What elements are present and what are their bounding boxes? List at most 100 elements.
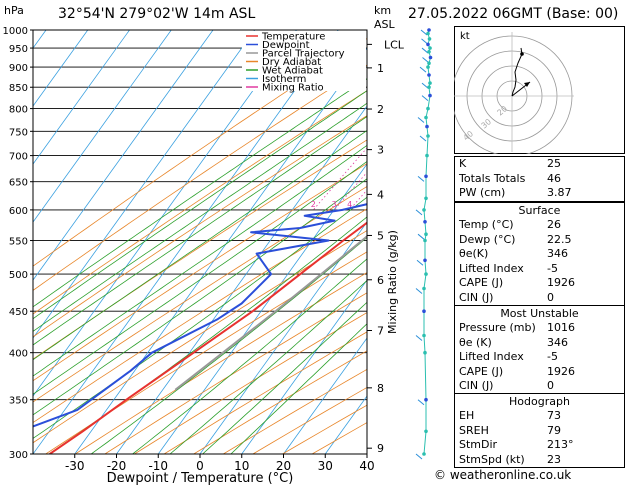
surface-row: Lifted Index -5 [455, 262, 624, 277]
wind-marker [427, 28, 431, 32]
location-title: 32°54'N 279°02'W 14m ASL [58, 6, 256, 22]
unstable-value: -5 [547, 350, 558, 363]
hodograph-endpoint [520, 52, 524, 56]
x-axis-label: Dewpoint / Temperature (°C) [107, 471, 294, 486]
pressure-tick-label: 550 [9, 237, 28, 248]
wet-adiabat-line [33, 115, 367, 346]
wet-adiabat-line [169, 280, 367, 454]
index-key: Totals Totals [459, 171, 526, 185]
surface-value: 1926 [547, 276, 575, 289]
legend-label: Dry Adiabat [262, 57, 321, 68]
temperature-tick-label: -20 [107, 459, 127, 473]
surface-title: Surface [518, 204, 561, 217]
parcel-trajectory-line [174, 235, 367, 391]
wind-marker [427, 85, 431, 89]
surface-value: -5 [547, 261, 558, 275]
wet-adiabat-line [48, 216, 367, 454]
index-row: K 25 [455, 157, 624, 172]
most-unstable-table: Most Unstable Pressure (mb) 1016 θe (K) 346… [454, 305, 625, 395]
wind-marker [428, 81, 432, 85]
pressure-tick-label: 900 [9, 63, 28, 74]
hodo-value: 73 [547, 409, 561, 422]
dry-adiabat-line [74, 272, 367, 454]
wind-marker [423, 238, 427, 243]
temperature-tick-label: 20 [276, 459, 291, 473]
hodo-key: StmSpd (kt) [459, 452, 525, 466]
surface-row: CIN (J) 0 [455, 291, 624, 306]
wind-marker [425, 153, 429, 158]
surface-key: Temp (°C) [459, 218, 514, 231]
mixing-ratio-label: 20 [439, 200, 449, 209]
hodo-key: SREH [459, 423, 489, 437]
plot-grid: 2346810152025 [33, 30, 449, 454]
wind-marker [423, 258, 427, 263]
hodograph-kt-label: kt [460, 31, 470, 42]
surface-row: Dewp (°C) 22.5 [455, 233, 624, 248]
isotherm-line [74, 47, 367, 454]
hodograph-table: Hodograph EH 73 SREH 79 StmDir 213° StmSpd (kt… [454, 393, 625, 468]
wind-marker [423, 220, 427, 224]
wind-marker [426, 42, 430, 47]
isotherm-line [241, 279, 367, 454]
hodo-value: 213° [547, 438, 574, 451]
unstable-row: CAPE (J) 1926 [455, 365, 624, 380]
index-value: 3.87 [547, 186, 572, 199]
index-value: 25 [547, 157, 561, 170]
wind-barb [419, 135, 427, 142]
hpa-unit-label: hPa [4, 4, 24, 17]
unstable-key: θe (K) [459, 335, 492, 349]
altitude-tick-label: 3 [377, 144, 384, 157]
wind-barb [422, 57, 429, 63]
wind-profile [415, 28, 433, 460]
wind-marker [422, 333, 426, 338]
wind-barb [421, 95, 429, 102]
wind-marker [428, 55, 433, 60]
wind-marker [426, 134, 430, 138]
legend-box [242, 31, 366, 91]
wind-marker [424, 397, 428, 402]
index-key: PW (cm) [459, 186, 506, 199]
surface-key: Dewp (°C) [459, 232, 516, 246]
unstable-key: Lifted Index [459, 350, 524, 363]
pressure-tick-label: 300 [9, 450, 28, 461]
isotherm-line [199, 221, 367, 454]
footer-credit: © weatheronline.co.uk [434, 468, 572, 482]
mixing-ratio-line [312, 147, 367, 211]
hodo-row: EH 73 [455, 409, 624, 424]
wind-marker [428, 93, 432, 98]
wind-barb [421, 47, 429, 54]
wind-barb [417, 117, 425, 123]
wind-marker [427, 37, 432, 41]
unstable-value: 346 [547, 335, 568, 349]
dewpoint-line [33, 202, 367, 428]
index-value: 46 [547, 171, 561, 185]
unstable-key: CAPE (J) [459, 364, 504, 378]
legend-label: Temperature [261, 32, 325, 43]
wind-marker [422, 286, 426, 291]
legend-label: Isotherm [262, 74, 306, 85]
index-table: K 25 Totals Totals 46 PW (cm) 3.87 [454, 156, 625, 202]
pressure-tick-label: 950 [9, 44, 28, 55]
axes: 3003504004505005506006507007508008509009… [3, 26, 405, 473]
unstable-row: CIN (J) 0 [455, 379, 624, 394]
wind-barb [415, 335, 423, 341]
wind-barb [415, 288, 423, 294]
wind-marker [424, 232, 428, 236]
isotherm-line [33, 30, 172, 223]
surface-value: 26 [547, 218, 561, 231]
unstable-row: θe (K) 346 [455, 336, 624, 351]
wind-barb [417, 233, 425, 240]
temperature-tick-label: 30 [318, 459, 333, 473]
temperature-tick-label: 0 [196, 459, 204, 473]
mixing-ratio-label: 6 [370, 200, 375, 209]
wind-marker [428, 46, 432, 50]
surface-key: CIN (J) [459, 290, 494, 304]
pressure-tick-label: 650 [9, 178, 28, 189]
pressure-tick-label: 600 [9, 206, 28, 217]
dry-adiabat-line [104, 292, 367, 454]
mixing-ratio-label: 2 [311, 200, 316, 209]
surface-value: 0 [547, 290, 554, 304]
wet-adiabat-line [33, 78, 367, 308]
unstable-value: 0 [547, 379, 554, 392]
